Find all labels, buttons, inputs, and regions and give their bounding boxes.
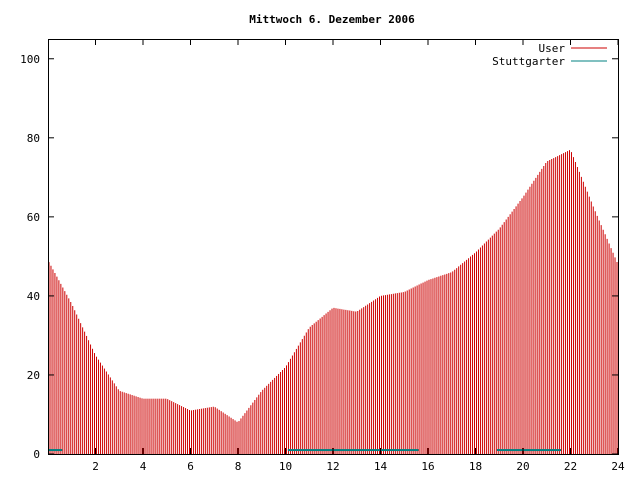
- x-axis: 2 4 6 8 10 12 14 16 18 20 22 24: [92, 39, 625, 473]
- y-axis: 0 20 40 60 80 100: [20, 53, 618, 461]
- user-bars: [48, 150, 618, 454]
- x-tick-label: 16: [421, 460, 434, 473]
- x-tick-label: 24: [611, 460, 625, 473]
- legend-label: User: [539, 42, 566, 55]
- y-tick-label: 40: [27, 290, 40, 303]
- x-tick-label: 2: [92, 460, 99, 473]
- x-tick-label: 22: [564, 460, 577, 473]
- y-tick-label: 100: [20, 53, 40, 66]
- y-tick-label: 80: [27, 132, 40, 145]
- stuttgarter-series: [48, 449, 561, 452]
- x-tick-label: 12: [326, 460, 339, 473]
- x-tick-label: 6: [187, 460, 194, 473]
- x-tick-label: 4: [140, 460, 147, 473]
- stuttgarter-segment: [496, 449, 561, 452]
- chart-title: Mittwoch 6. Dezember 2006: [249, 13, 415, 26]
- y-tick-label: 60: [27, 211, 40, 224]
- x-tick-label: 14: [374, 460, 388, 473]
- y-tick-label: 0: [33, 448, 40, 461]
- x-tick-label: 10: [279, 460, 292, 473]
- y-tick-label: 20: [27, 369, 40, 382]
- stuttgarter-segment: [287, 449, 419, 452]
- legend-label: Stuttgarter: [492, 55, 565, 68]
- x-tick-label: 18: [469, 460, 482, 473]
- stuttgarter-segment: [48, 449, 63, 452]
- x-tick-label: 20: [516, 460, 529, 473]
- x-tick-label: 8: [235, 460, 242, 473]
